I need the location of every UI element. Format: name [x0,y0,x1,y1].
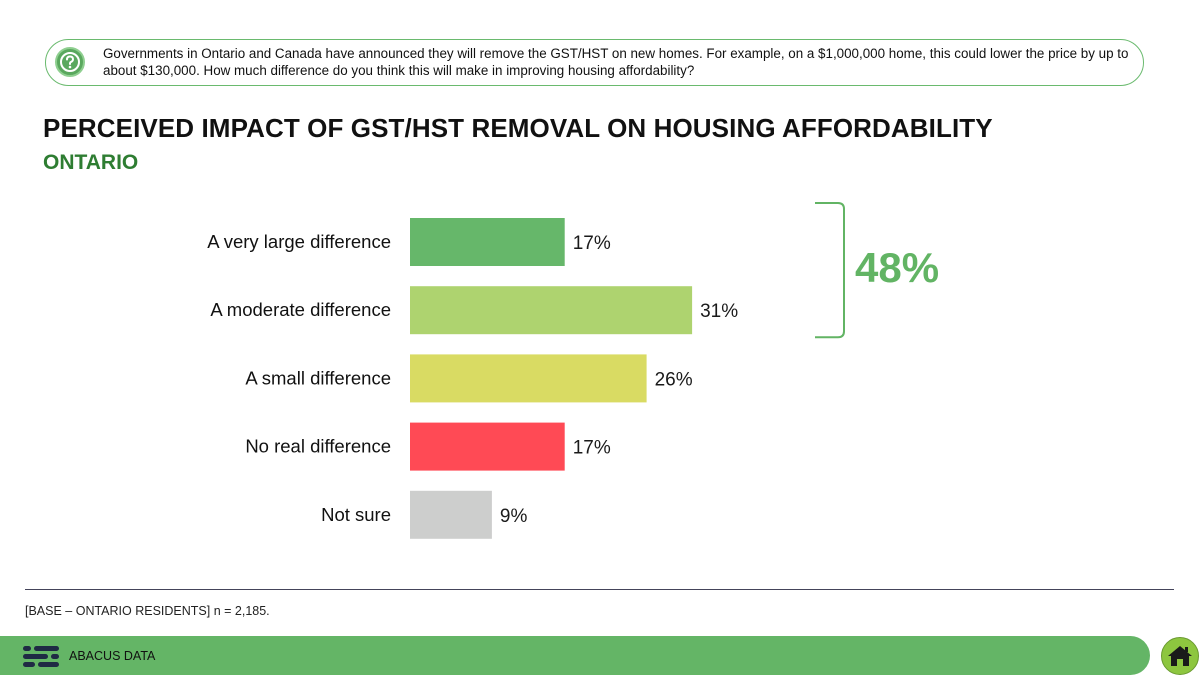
chart-title: PERCEIVED IMPACT OF GST/HST REMOVAL ON H… [43,113,993,143]
value-label: 26% [655,369,693,390]
category-label: A small difference [245,367,391,388]
bar-chart: A very large difference 17% A moderate dif… [207,202,845,539]
grouping-bracket [815,202,845,339]
bar-a-small-difference [410,354,647,403]
question-box: Governments in Ontario and Canada have a… [45,39,1144,86]
category-label: No real difference [245,436,391,457]
category-label: Not sure [321,504,391,525]
bar-a-moderate-difference [410,286,693,335]
footer-bar [0,636,1150,675]
value-label: 17% [573,233,611,254]
brand-name: ABACUS DATA [69,649,156,663]
abacus-logo-icon [23,645,61,672]
base-note: [BASE – ONTARIO RESIDENTS] n = 2,185. [25,604,270,618]
value-label: 17% [573,438,611,459]
value-label: 9% [500,506,528,527]
category-label: A very large difference [207,231,391,252]
bar-not-sure [410,490,492,539]
bar-no-real-difference [410,422,565,471]
chart-subtitle: ONTARIO [43,151,139,174]
value-label: 31% [700,301,738,322]
bar-a-very-large-difference [410,218,565,266]
category-label: A moderate difference [210,299,391,320]
home-icon [1168,646,1192,666]
question-icon [55,47,85,77]
footer-divider [25,589,1174,590]
question-text: Governments in Ontario and Canada have a… [103,46,1129,78]
home-button[interactable] [1161,637,1199,675]
bracket-total-label: 48% [855,244,940,291]
